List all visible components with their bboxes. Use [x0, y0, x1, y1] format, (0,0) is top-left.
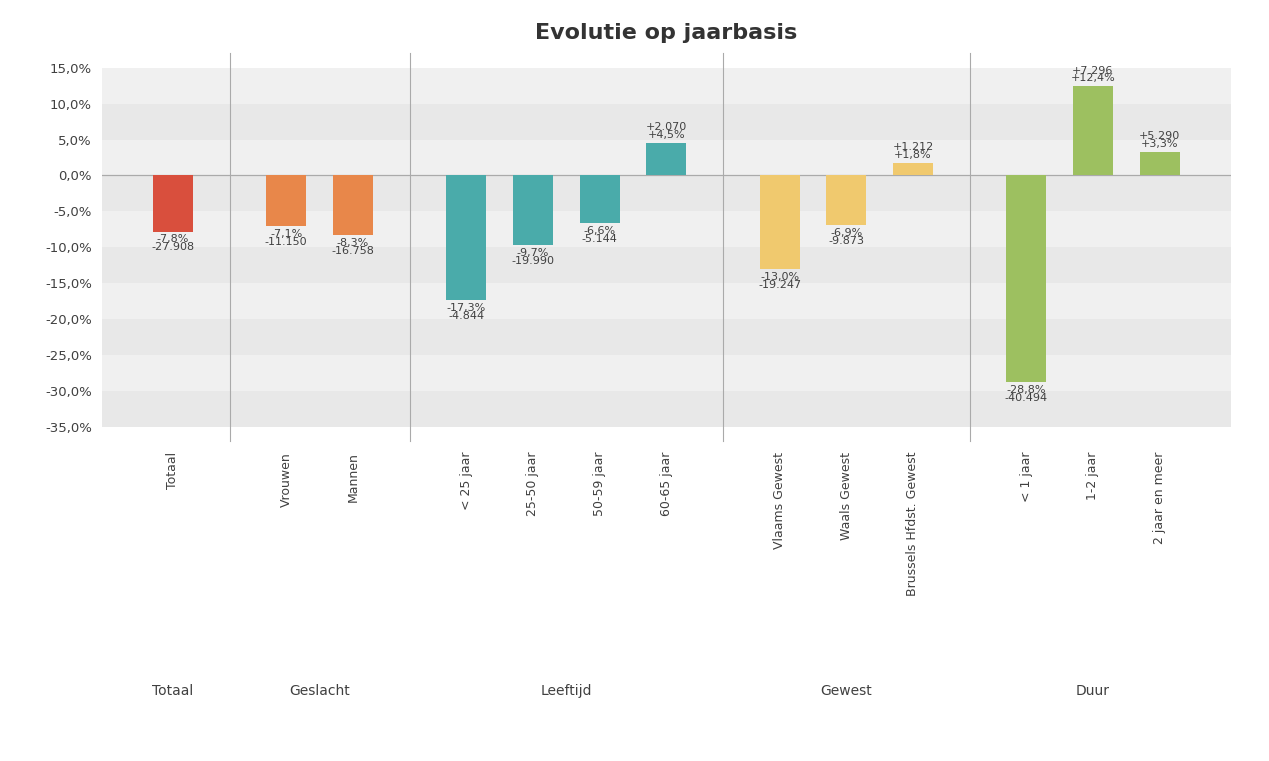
Text: +5.290: +5.290 [1140, 131, 1180, 141]
Text: -16.758: -16.758 [331, 246, 374, 256]
Bar [1140, 151, 1180, 176]
Bar [102, 319, 1231, 355]
Text: -7,8%: -7,8% [156, 234, 189, 244]
Bar [513, 176, 553, 245]
Text: -40.494: -40.494 [1005, 393, 1048, 403]
Text: -17,3%: -17,3% [447, 303, 486, 313]
Text: -19.247: -19.247 [758, 280, 801, 290]
Text: +12,4%: +12,4% [1071, 74, 1115, 84]
Text: -28,8%: -28,8% [1006, 385, 1046, 395]
Text: Leeftijd: Leeftijd [541, 684, 591, 699]
Text: Duur: Duur [1076, 684, 1110, 699]
Bar [102, 103, 1231, 139]
Bar [102, 176, 1231, 212]
Bar [646, 143, 687, 176]
Bar [266, 176, 306, 227]
Bar [102, 212, 1231, 247]
Text: +2.070: +2.070 [646, 123, 687, 132]
Bar [102, 283, 1231, 319]
Bar [893, 163, 933, 176]
Text: -6,9%: -6,9% [830, 228, 863, 238]
Text: +3,3%: +3,3% [1141, 139, 1179, 149]
Text: +1.212: +1.212 [892, 142, 934, 151]
Bar [580, 176, 619, 223]
Text: +1,8%: +1,8% [895, 150, 931, 160]
Text: -9,7%: -9,7% [516, 248, 549, 258]
Text: -19.990: -19.990 [511, 256, 555, 266]
Bar [102, 247, 1231, 283]
Text: -7,1%: -7,1% [270, 229, 302, 240]
Text: -8,3%: -8,3% [336, 238, 369, 248]
Text: -13,0%: -13,0% [760, 272, 799, 282]
Bar [102, 139, 1231, 176]
Text: Totaal: Totaal [152, 684, 193, 699]
Bar [152, 176, 193, 231]
Bar [447, 176, 486, 300]
Bar [760, 176, 799, 269]
Bar [826, 176, 867, 225]
Bar [102, 68, 1231, 103]
Text: -9.873: -9.873 [829, 236, 864, 246]
Bar [1072, 86, 1113, 176]
Title: Evolutie op jaarbasis: Evolutie op jaarbasis [536, 24, 797, 43]
Bar [1006, 176, 1046, 383]
Text: Gewest: Gewest [820, 684, 872, 699]
Text: -5.144: -5.144 [581, 234, 618, 244]
Text: -6,6%: -6,6% [584, 226, 615, 236]
Bar [102, 355, 1231, 391]
Bar [102, 391, 1231, 427]
Text: -4.844: -4.844 [448, 310, 485, 320]
Bar [332, 176, 373, 235]
Text: Geslacht: Geslacht [289, 684, 350, 699]
Text: -27.908: -27.908 [151, 242, 194, 253]
Text: +4,5%: +4,5% [647, 130, 685, 140]
Text: -11.150: -11.150 [265, 237, 307, 247]
Text: +7.296: +7.296 [1072, 65, 1114, 75]
